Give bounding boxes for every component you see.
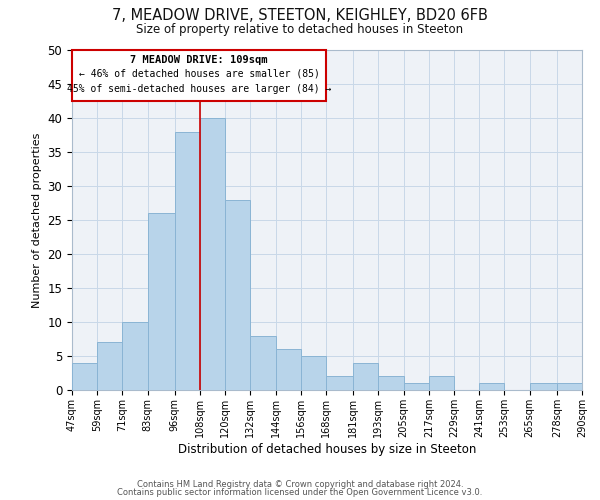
Bar [429, 376, 454, 390]
Bar [479, 383, 505, 390]
Bar [72, 363, 97, 390]
Text: 7 MEADOW DRIVE: 109sqm: 7 MEADOW DRIVE: 109sqm [130, 55, 268, 65]
Bar [275, 349, 301, 390]
Text: Contains public sector information licensed under the Open Government Licence v3: Contains public sector information licen… [118, 488, 482, 497]
Bar [225, 200, 250, 390]
Bar [122, 322, 148, 390]
X-axis label: Distribution of detached houses by size in Steeton: Distribution of detached houses by size … [178, 442, 476, 456]
Text: 45% of semi-detached houses are larger (84) →: 45% of semi-detached houses are larger (… [67, 84, 331, 94]
Text: Contains HM Land Registry data © Crown copyright and database right 2024.: Contains HM Land Registry data © Crown c… [137, 480, 463, 489]
Bar [404, 383, 429, 390]
Bar [175, 132, 200, 390]
Bar [326, 376, 353, 390]
Bar [301, 356, 326, 390]
Text: Size of property relative to detached houses in Steeton: Size of property relative to detached ho… [136, 22, 464, 36]
Bar [72, 50, 326, 101]
Bar [148, 213, 175, 390]
Text: 7, MEADOW DRIVE, STEETON, KEIGHLEY, BD20 6FB: 7, MEADOW DRIVE, STEETON, KEIGHLEY, BD20… [112, 8, 488, 22]
Bar [200, 118, 225, 390]
Bar [250, 336, 275, 390]
Text: ← 46% of detached houses are smaller (85): ← 46% of detached houses are smaller (85… [79, 69, 319, 79]
Bar [530, 383, 557, 390]
Bar [379, 376, 404, 390]
Bar [97, 342, 122, 390]
Bar [557, 383, 582, 390]
Bar [353, 363, 379, 390]
Y-axis label: Number of detached properties: Number of detached properties [32, 132, 42, 308]
